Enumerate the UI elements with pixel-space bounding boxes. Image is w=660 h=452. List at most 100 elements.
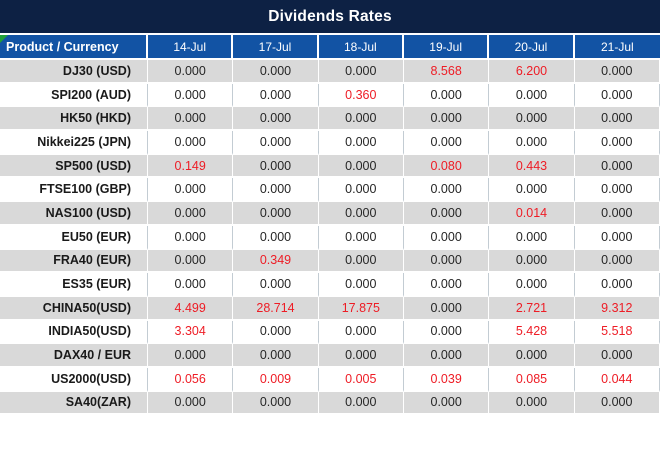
dividend-value-cell: 0.000: [318, 391, 404, 416]
dividend-value-cell: 0.000: [233, 131, 319, 155]
dividend-value-cell: 0.000: [403, 131, 490, 155]
dividends-rates-table: Product / Currency 14-Jul 17-Jul 18-Jul 19-…: [0, 35, 660, 416]
dividend-value-cell: 0.000: [403, 320, 490, 345]
date-header-19-jul: 19-Jul: [403, 35, 490, 60]
dividend-value-cell: 0.000: [403, 249, 490, 274]
dividend-value-cell: 0.000: [148, 273, 234, 297]
table-row: EU50 (EUR) 0.000 0.000 0.000 0.000 0.000 0.000: [0, 225, 660, 250]
dividend-value-cell: 0.000: [403, 107, 490, 132]
dividend-value-cell: 0.000: [148, 344, 234, 368]
dividend-value-cell: 0.000: [233, 154, 319, 179]
table-row: FRA40 (EUR) 0.000 0.349 0.000 0.000 0.000 0.00…: [0, 249, 660, 274]
dividend-value-cell: 0.000: [403, 225, 490, 250]
dividend-value-cell: 0.000: [233, 60, 319, 84]
table-row: DJ30 (USD) 0.000 0.000 0.000 8.568 6.200 0.000: [0, 60, 660, 84]
dividend-value-cell: 0.000: [233, 273, 319, 297]
table-row: SPI200 (AUD) 0.000 0.000 0.360 0.000 0.000 0.0…: [0, 83, 660, 108]
dividend-value-cell: 0.000: [574, 178, 660, 203]
dividend-value-cell: 0.005: [318, 367, 404, 392]
dividend-value-cell: 0.000: [233, 107, 319, 132]
table-row: HK50 (HKD) 0.000 0.000 0.000 0.000 0.000 0.000: [0, 107, 660, 132]
dividend-value-cell: 0.000: [318, 107, 404, 132]
dividend-value-cell: 0.000: [233, 391, 319, 416]
dividend-value-cell: 0.000: [148, 60, 234, 84]
product-cell: SP500 (USD): [0, 154, 148, 179]
dividend-value-cell: 0.000: [489, 273, 575, 297]
dividend-value-cell: 0.000: [318, 178, 404, 203]
date-header-18-jul: 18-Jul: [318, 35, 404, 60]
dividend-value-cell: 0.000: [489, 249, 575, 274]
date-header-14-jul: 14-Jul: [148, 35, 234, 60]
dividend-value-cell: 5.428: [489, 320, 575, 345]
dividend-value-cell: 9.312: [574, 296, 660, 321]
table-row: SP500 (USD) 0.149 0.000 0.000 0.080 0.443 0.00…: [0, 154, 660, 179]
dividend-value-cell: 8.568: [403, 60, 490, 84]
dividend-value-cell: 0.000: [318, 131, 404, 155]
product-cell: SPI200 (AUD): [0, 83, 148, 108]
product-cell: HK50 (HKD): [0, 107, 148, 132]
page-title-text: Dividends Rates: [268, 7, 392, 25]
dividend-value-cell: 0.000: [148, 178, 234, 203]
dividend-value-cell: 0.000: [403, 202, 490, 226]
dividend-value-cell: 0.039: [403, 367, 490, 392]
dividend-value-cell: 5.518: [574, 320, 660, 345]
dividend-value-cell: 6.200: [489, 60, 575, 84]
dividend-value-cell: 0.000: [148, 83, 234, 108]
dividend-value-cell: 17.875: [318, 296, 404, 321]
dividend-value-cell: 0.000: [233, 344, 319, 368]
product-cell: NAS100 (USD): [0, 202, 148, 226]
product-cell: EU50 (EUR): [0, 225, 148, 250]
dividend-value-cell: 3.304: [148, 320, 234, 345]
dividend-value-cell: 0.000: [318, 320, 404, 345]
dividend-value-cell: 0.044: [574, 367, 660, 392]
product-cell: ES35 (EUR): [0, 273, 148, 297]
product-cell: US2000(USD): [0, 367, 148, 392]
dividend-value-cell: 0.000: [318, 60, 404, 84]
dividend-value-cell: 0.000: [233, 225, 319, 250]
dividend-value-cell: 0.000: [148, 107, 234, 132]
page-title: Dividends Rates: [0, 0, 660, 33]
dividend-value-cell: 0.000: [148, 202, 234, 226]
dividend-value-cell: 0.000: [148, 131, 234, 155]
dividend-value-cell: 0.000: [574, 60, 660, 84]
table-row: SA40(ZAR) 0.000 0.000 0.000 0.000 0.000 0.000: [0, 391, 660, 416]
dividend-value-cell: 0.000: [489, 131, 575, 155]
dividend-value-cell: 0.349: [233, 249, 319, 274]
table-row: FTSE100 (GBP) 0.000 0.000 0.000 0.000 0.000 0.…: [0, 178, 660, 203]
product-currency-header-label: Product / Currency: [6, 39, 119, 54]
dividend-value-cell: 0.000: [318, 273, 404, 297]
header-row: Product / Currency 14-Jul 17-Jul 18-Jul 19-…: [0, 35, 660, 60]
dividend-value-cell: 0.014: [489, 202, 575, 226]
dividend-value-cell: 0.000: [403, 391, 490, 416]
product-cell: Nikkei225 (JPN): [0, 131, 148, 155]
dividend-value-cell: 0.000: [574, 344, 660, 368]
green-corner-flag-icon: [0, 35, 8, 43]
dividend-value-cell: 0.000: [318, 249, 404, 274]
dividend-value-cell: 0.000: [233, 83, 319, 108]
dividend-value-cell: 0.360: [318, 83, 404, 108]
dividend-value-cell: 0.443: [489, 154, 575, 179]
dividend-value-cell: 0.000: [403, 178, 490, 203]
product-cell: DAX40 / EUR: [0, 344, 148, 368]
dividend-value-cell: 0.009: [233, 367, 319, 392]
dividend-value-cell: 0.085: [489, 367, 575, 392]
dividend-value-cell: 0.000: [574, 131, 660, 155]
dividend-value-cell: 0.000: [148, 225, 234, 250]
dividend-value-cell: 0.000: [489, 225, 575, 250]
dividend-value-cell: 0.000: [489, 391, 575, 416]
dividend-value-cell: 0.000: [574, 154, 660, 179]
product-currency-header: Product / Currency: [0, 35, 148, 60]
dividend-value-cell: 0.000: [489, 83, 575, 108]
dividend-value-cell: 0.000: [403, 344, 490, 368]
dividend-value-cell: 0.000: [574, 107, 660, 132]
date-header-21-jul: 21-Jul: [574, 35, 660, 60]
dividend-value-cell: 0.000: [318, 344, 404, 368]
date-header-20-jul: 20-Jul: [489, 35, 575, 60]
table-row: ES35 (EUR) 0.000 0.000 0.000 0.000 0.000 0.000: [0, 273, 660, 297]
dividend-value-cell: 0.000: [489, 107, 575, 132]
table-row: NAS100 (USD) 0.000 0.000 0.000 0.000 0.014 0.0…: [0, 202, 660, 226]
dividend-value-cell: 0.000: [318, 202, 404, 226]
dividend-value-cell: 0.000: [489, 344, 575, 368]
table-row: US2000(USD) 0.056 0.009 0.005 0.039 0.085 0.04…: [0, 367, 660, 392]
dividend-value-cell: 0.000: [148, 391, 234, 416]
